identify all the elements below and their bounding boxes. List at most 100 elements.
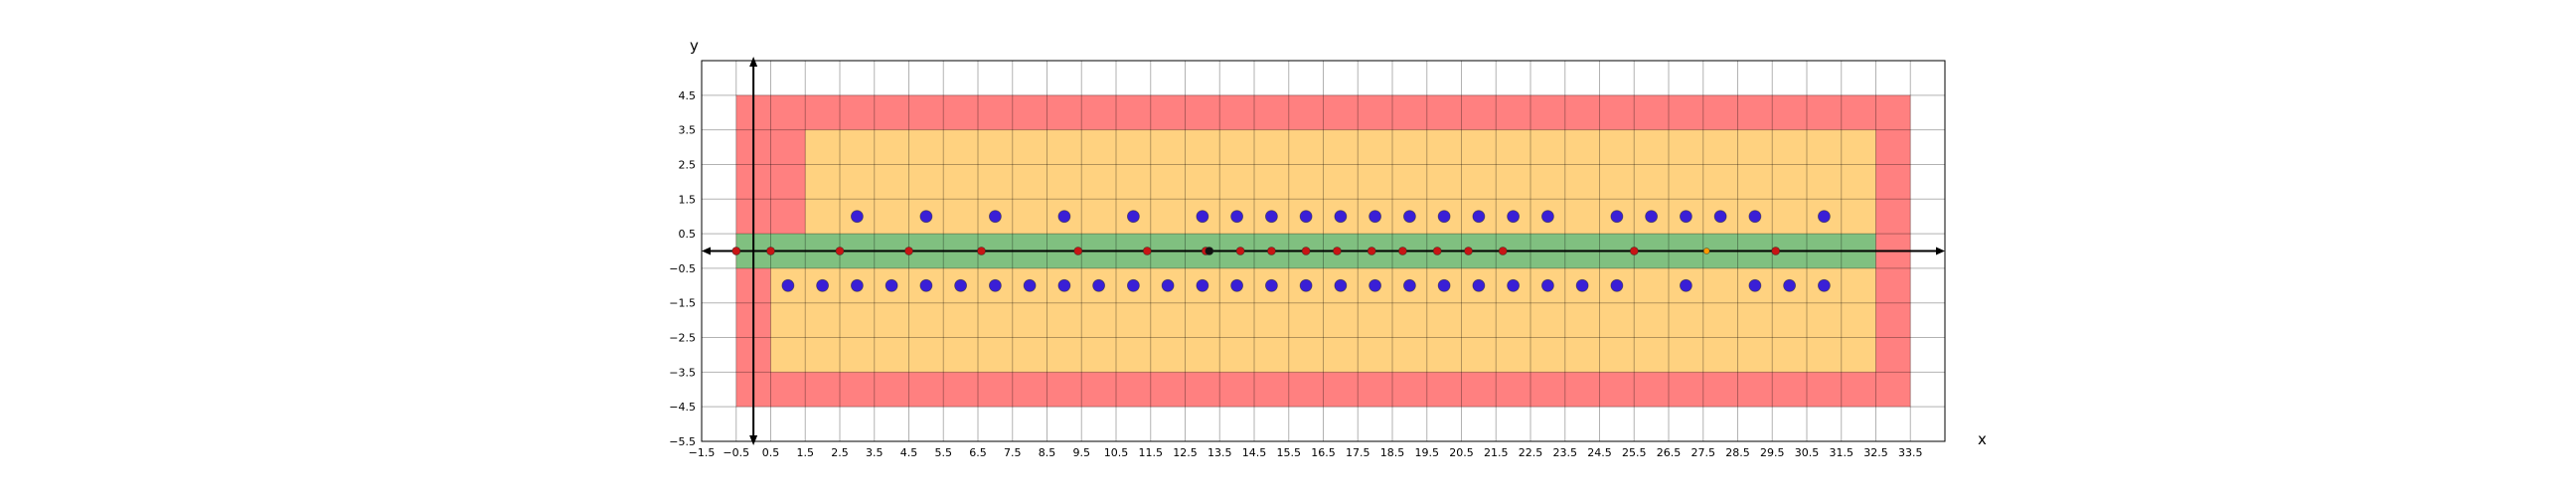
point-s0-25	[885, 278, 898, 292]
point-s0-15	[1541, 210, 1554, 224]
point-s0-32	[1127, 278, 1140, 292]
x-tick-label-20: 18.5	[1380, 446, 1405, 459]
point-s0-3	[1057, 210, 1071, 224]
x-tick-label-22: 20.5	[1449, 446, 1474, 459]
point-s0-7	[1265, 210, 1278, 224]
x-tick-label-11: 9.5	[1073, 446, 1091, 459]
point-s0-39	[1368, 278, 1381, 292]
point-s0-1	[919, 210, 933, 224]
x-tick-label-16: 14.5	[1242, 446, 1267, 459]
x-axis-arrow-right	[1936, 247, 1945, 255]
point-s0-31	[1092, 278, 1105, 292]
point-s1-16	[1498, 247, 1508, 255]
point-s1-14	[1432, 247, 1442, 255]
point-s1-13	[1398, 247, 1407, 255]
x-tick-label-2: 0.5	[762, 446, 780, 459]
point-s0-30	[1057, 278, 1071, 292]
point-s0-19	[1713, 210, 1727, 224]
point-s0-0	[851, 210, 864, 224]
x-tick-label-34: 32.5	[1863, 446, 1888, 459]
point-s0-42	[1472, 278, 1486, 292]
point-s0-45	[1575, 278, 1589, 292]
point-s0-37	[1299, 278, 1313, 292]
y-tick-label-8: −3.5	[669, 366, 696, 379]
x-tick-label-18: 16.5	[1311, 446, 1336, 459]
point-s0-20	[1748, 210, 1762, 224]
x-axis-label: x	[1978, 430, 1987, 448]
point-s0-21	[1818, 210, 1831, 224]
point-s1-6	[1142, 247, 1152, 255]
x-tick-label-26: 24.5	[1587, 446, 1612, 459]
point-s0-33	[1161, 278, 1175, 292]
x-tick-label-7: 5.5	[935, 446, 953, 459]
point-s0-12	[1437, 210, 1451, 224]
x-axis-arrow-left	[702, 247, 711, 255]
point-s0-2	[989, 210, 1002, 224]
point-s1-2	[835, 247, 845, 255]
point-s2-0	[1205, 247, 1214, 255]
x-tick-label-10: 8.5	[1039, 446, 1056, 459]
point-s0-38	[1334, 278, 1348, 292]
point-s0-49	[1783, 278, 1796, 292]
point-s0-27	[954, 278, 967, 292]
point-s0-10	[1368, 210, 1381, 224]
point-s0-48	[1748, 278, 1762, 292]
y-tick-label-4: 0.5	[679, 228, 697, 241]
y-tick-label-0: 4.5	[679, 89, 697, 102]
point-s0-36	[1265, 278, 1278, 292]
x-tick-label-27: 25.5	[1622, 446, 1647, 459]
y-tick-label-5: −0.5	[669, 262, 696, 275]
point-s0-34	[1196, 278, 1209, 292]
x-tick-label-4: 2.5	[831, 446, 849, 459]
x-tick-label-29: 27.5	[1691, 446, 1716, 459]
y-tick-label-7: −2.5	[669, 332, 696, 345]
point-s0-18	[1680, 210, 1692, 224]
point-s0-9	[1334, 210, 1348, 224]
y-tick-label-9: −4.5	[669, 401, 696, 414]
point-s0-44	[1541, 278, 1554, 292]
point-s1-3	[904, 247, 913, 255]
points-layer	[731, 210, 1831, 292]
x-tick-label-31: 29.5	[1760, 446, 1785, 459]
point-s0-11	[1403, 210, 1416, 224]
y-tick-labels: 4.5 3.5 2.5 1.5 0.5 −0.5 −1.5 −2.5 −3.5 −4.5 −5.5	[669, 89, 696, 448]
point-s0-47	[1680, 278, 1692, 292]
point-s0-5	[1196, 210, 1209, 224]
point-s0-46	[1610, 278, 1624, 292]
point-s0-14	[1507, 210, 1520, 224]
y-tick-label-2: 2.5	[679, 158, 697, 171]
point-s0-29	[1023, 278, 1037, 292]
x-tick-label-3: 1.5	[797, 446, 815, 459]
point-s0-16	[1610, 210, 1624, 224]
x-tick-label-17: 15.5	[1277, 446, 1302, 459]
point-s0-24	[851, 278, 864, 292]
point-s1-17	[1629, 247, 1639, 255]
x-tick-label-19: 17.5	[1346, 446, 1370, 459]
x-tick-label-24: 22.5	[1519, 446, 1543, 459]
y-tick-label-6: −1.5	[669, 297, 696, 310]
x-tick-label-8: 6.5	[969, 446, 987, 459]
point-s1-12	[1367, 247, 1376, 255]
point-s1-4	[977, 247, 986, 255]
x-tick-label-28: 26.5	[1657, 446, 1682, 459]
x-tick-labels: −1.5 −0.5 0.5 1.5 2.5 3.5 4.5 5.5 6.5 7.5 8.5 9.5 10…	[689, 446, 1923, 459]
y-tick-label-10: −5.5	[669, 435, 696, 448]
point-s0-17	[1645, 210, 1658, 224]
point-s1-0	[731, 247, 741, 255]
x-tick-label-13: 11.5	[1139, 446, 1164, 459]
point-s0-4	[1127, 210, 1140, 224]
point-s1-9	[1267, 247, 1276, 255]
x-tick-label-30: 28.5	[1725, 446, 1750, 459]
x-tick-label-15: 13.5	[1208, 446, 1232, 459]
point-s0-6	[1230, 210, 1243, 224]
point-s0-43	[1507, 278, 1520, 292]
point-s3-0	[1702, 248, 1710, 254]
point-s1-10	[1301, 247, 1311, 255]
point-s0-28	[989, 278, 1002, 292]
y-axis-label: y	[690, 37, 699, 55]
point-s0-50	[1818, 278, 1831, 292]
point-s1-15	[1464, 247, 1473, 255]
y-tick-label-1: 3.5	[679, 124, 697, 137]
x-tick-label-35: 33.5	[1898, 446, 1923, 459]
